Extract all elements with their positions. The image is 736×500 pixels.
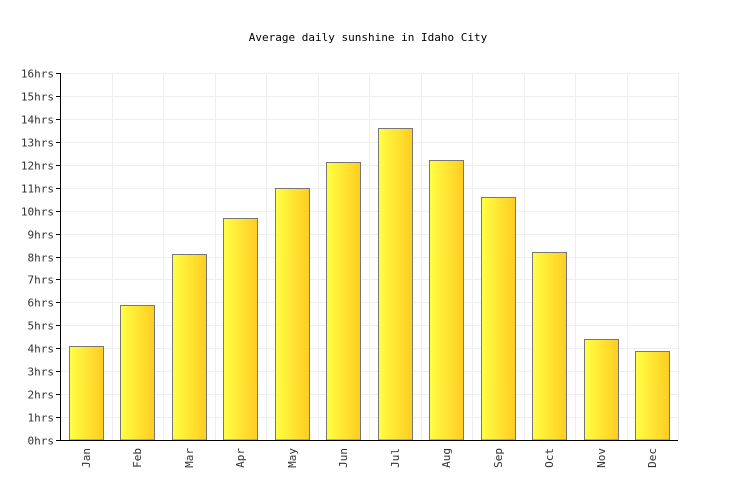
x-axis-tick-labels: Jan Feb Mar Apr May Jun Jul Aug Sep Oct Nov Dec [80, 448, 659, 468]
x-tick-label: Mar [183, 448, 196, 468]
bar [635, 351, 670, 441]
y-tick-label: 3hrs [28, 366, 55, 379]
axes [56, 73, 678, 441]
y-tick-label: 1hrs [28, 412, 55, 425]
bar [429, 160, 464, 441]
y-tick-label: 12hrs [21, 160, 54, 173]
y-tick-label: 11hrs [21, 183, 54, 196]
bars [69, 128, 670, 441]
bar [532, 252, 567, 441]
bar [481, 197, 516, 441]
y-tick-label: 9hrs [28, 229, 55, 242]
bar [326, 162, 361, 441]
gridlines [60, 73, 679, 440]
y-tick-label: 0hrs [28, 435, 55, 448]
x-tick-label: Apr [234, 448, 247, 468]
y-tick-label: 10hrs [21, 206, 54, 219]
x-tick-label: Jun [337, 448, 350, 468]
y-tick-label: 4hrs [28, 343, 55, 356]
y-tick-label: 13hrs [21, 137, 54, 150]
y-tick-label: 2hrs [28, 389, 55, 402]
bar [223, 218, 258, 441]
x-tick-label: Jan [80, 448, 93, 468]
bar [172, 254, 207, 441]
chart-title: Average daily sunshine in Idaho City [249, 31, 488, 44]
bar [378, 128, 413, 441]
y-tick-label: 15hrs [21, 91, 54, 104]
y-tick-label: 5hrs [28, 320, 55, 333]
x-tick-label: Nov [595, 448, 608, 468]
bar [69, 346, 104, 441]
y-tick-label: 8hrs [28, 252, 55, 265]
y-axis-tick-labels: 0hrs 1hrs 2hrs 3hrs 4hrs 5hrs 6hrs 7hrs 8hrs 9hrs… [21, 68, 54, 448]
x-tick-label: Oct [543, 448, 556, 468]
x-tick-label: Dec [646, 448, 659, 468]
y-tick-label: 7hrs [28, 274, 55, 287]
x-tick-label: Jul [389, 448, 402, 468]
y-tick-label: 14hrs [21, 114, 54, 127]
y-tick-label: 6hrs [28, 297, 55, 310]
x-tick-label: Sep [492, 448, 505, 468]
bar [120, 305, 155, 441]
x-tick-label: Aug [440, 448, 453, 468]
bar [275, 188, 310, 441]
y-tick-label: 16hrs [21, 68, 54, 81]
x-tick-label: Feb [131, 448, 144, 468]
bar [584, 339, 619, 441]
x-tick-label: May [286, 448, 299, 468]
